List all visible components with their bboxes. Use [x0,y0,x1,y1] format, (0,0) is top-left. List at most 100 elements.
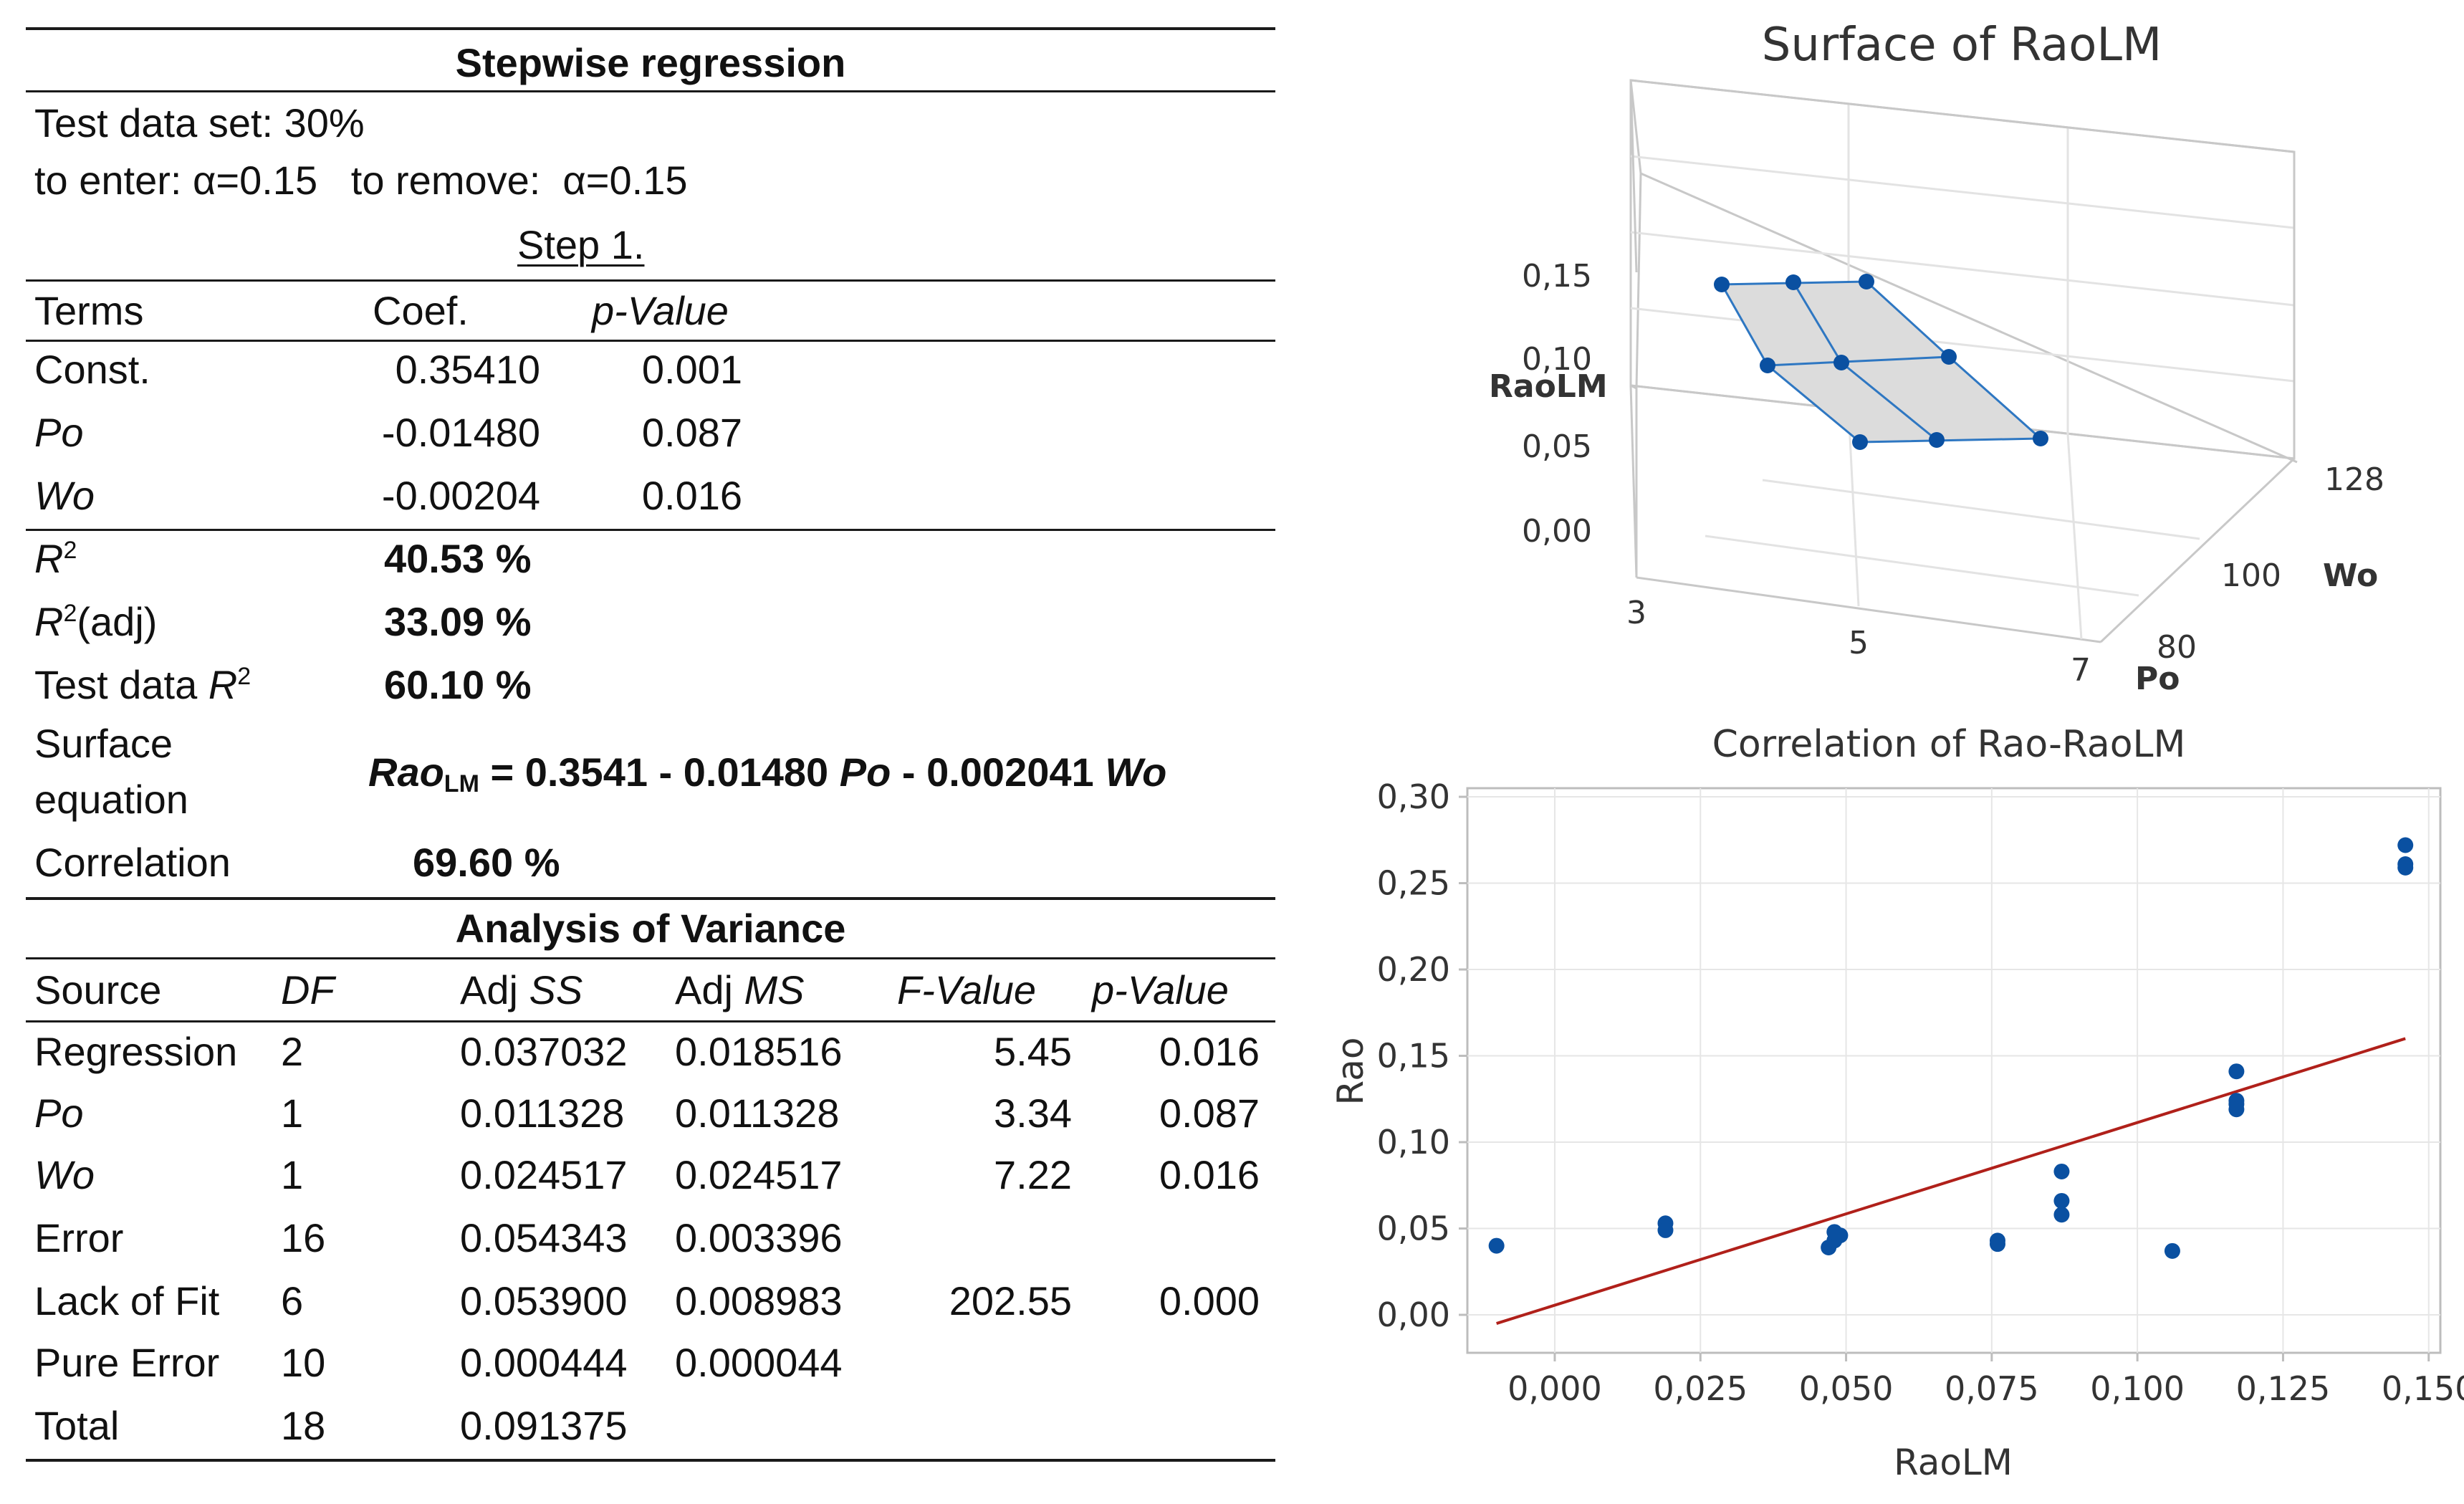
surface-xlabel: Po [2135,661,2180,697]
term-po: Po [34,410,84,455]
coef-wo: -0.00204 [381,473,540,518]
surface-zlabel: RaoLM [1489,368,1608,405]
coef-const: 0.35410 [395,347,540,392]
header-pvalue: p-Value [592,288,729,333]
surface-y-tick: 100 [2221,557,2281,594]
x-tick-label: 0,150 [2382,1369,2464,1408]
header-coef: Coef. [373,288,469,333]
anova-title-rule [26,957,1275,959]
surface-mesh-line [1792,282,1843,363]
surface-chart: Surface of RaoLM RaoLM Po Wo [1489,19,2384,697]
anova-source: Po [34,1091,84,1136]
scatter-point [1989,1232,2005,1249]
anova-f: 7.22 [994,1152,1072,1197]
anova-source: Total [34,1403,120,1448]
anova-ss: 0.054343 [460,1215,628,1260]
surface-mesh [1767,282,1950,441]
anova-df: 1 [281,1091,304,1136]
surface-z-tick: 0,05 [1522,428,1592,465]
anova-f: 3.34 [994,1091,1072,1136]
scatter-point [2397,837,2414,853]
surface-z-tick: 0,10 [1522,341,1592,378]
anova-header-fvalue: F-Value [897,967,1037,1012]
surface-points [1714,274,2048,450]
anova-source: Pure Error [34,1340,220,1385]
anova-p: 0.016 [1159,1029,1260,1074]
anova-header-rule [26,1020,1275,1022]
correlation-points [1488,837,2414,1259]
surface-y-ticks: 128 100 80 [2157,461,2384,666]
coef-po: -0.01480 [381,410,540,455]
surface-x-ticks: 3 5 7 [1626,595,2091,689]
anova-p: 0.016 [1159,1152,1260,1197]
surface-point [2033,431,2048,446]
correlation-plot-area [1466,787,2442,1354]
test-r2-value: 60.10 % [384,662,532,707]
correlation-y-ticks: 0,00 0,05 0,10 0,15 0,20 0,25 0,30 [1377,777,1450,1334]
coef-bottom-rule [26,529,1275,531]
p-wo: 0.016 [641,473,742,518]
surface-y-tick: 128 [2324,461,2384,498]
surface-point [1760,358,1775,373]
correlation-value: 69.60 % [413,840,560,885]
scatter-point [2228,1063,2245,1080]
surface-point [1852,434,1868,450]
y-tick-label: 0,05 [1377,1209,1450,1247]
anova-source: Lack of Fit [34,1278,220,1323]
table-top-rule [26,27,1275,30]
surface-mesh-line [1841,361,1937,441]
anova-ms: 0.018516 [675,1029,843,1074]
term-const: Const. [34,347,150,392]
surface-mesh-line [1767,355,1950,367]
anova-df: 18 [281,1403,326,1448]
surface-box [1629,79,2298,643]
test-r2-label: Test data R2 [34,662,251,707]
anova-header-source: Source [34,967,162,1012]
y-tick-label: 0,00 [1377,1295,1450,1334]
correlation-label: Correlation [34,840,231,885]
surface-point [1941,349,1957,365]
surface-y-tick: 80 [2157,629,2197,666]
anova-ss: 0.091375 [460,1403,628,1448]
surface-x-tick: 3 [1626,595,1646,631]
step-rule [26,279,1275,282]
anova-df: 2 [281,1029,304,1074]
anova-df: 6 [281,1278,304,1323]
r2-label: R2 [34,536,77,581]
anova-ms: 0.000044 [675,1340,843,1385]
surface-point [1859,274,1874,289]
surface-z-tick: 0,00 [1522,513,1592,550]
surface-label-2: equation [34,777,188,822]
scatter-point [2053,1207,2070,1223]
scatter-point [1488,1237,1505,1254]
anova-header-adjss: Adj SS [460,967,583,1012]
anova-df: 10 [281,1340,326,1385]
test-data-text: Test data set: 30% [34,100,365,145]
anova-title: Analysis of Variance [455,906,846,951]
anova-source: Regression [34,1029,238,1074]
r2adj-value: 33.09 % [384,599,532,644]
term-wo: Wo [34,473,95,518]
anova-ss: 0.053900 [460,1278,628,1323]
anova-f: 5.45 [994,1029,1072,1074]
anova-header-df: DF [281,967,335,1012]
x-tick-label: 0,050 [1799,1369,1894,1408]
x-tick-label: 0,075 [1945,1369,2039,1408]
y-tick-label: 0,20 [1377,950,1450,989]
scatter-point [2397,859,2414,876]
anova-ms: 0.024517 [675,1152,843,1197]
anova-ms: 0.011328 [675,1091,840,1136]
scatter-point [2053,1163,2070,1179]
surface-point [1714,277,1730,292]
surface-point [1929,432,1945,448]
correlation-title: Correlation of Rao-RaoLM [1712,723,2186,766]
anova-df: 16 [281,1215,326,1260]
enter-remove-text: to enter: α=0.15 to remove: α=0.15 [34,158,688,203]
step-label: Step 1. [517,222,645,267]
surface-equation: RaoLM = 0.3541 - 0.01480 Po - 0.002041 W… [368,749,1167,797]
correlation-ylabel: Rao [1330,1038,1371,1106]
title-rule [26,90,1275,92]
scatter-point [2053,1192,2070,1209]
y-tick-label: 0,25 [1377,864,1450,903]
scatter-point [1826,1224,1843,1240]
